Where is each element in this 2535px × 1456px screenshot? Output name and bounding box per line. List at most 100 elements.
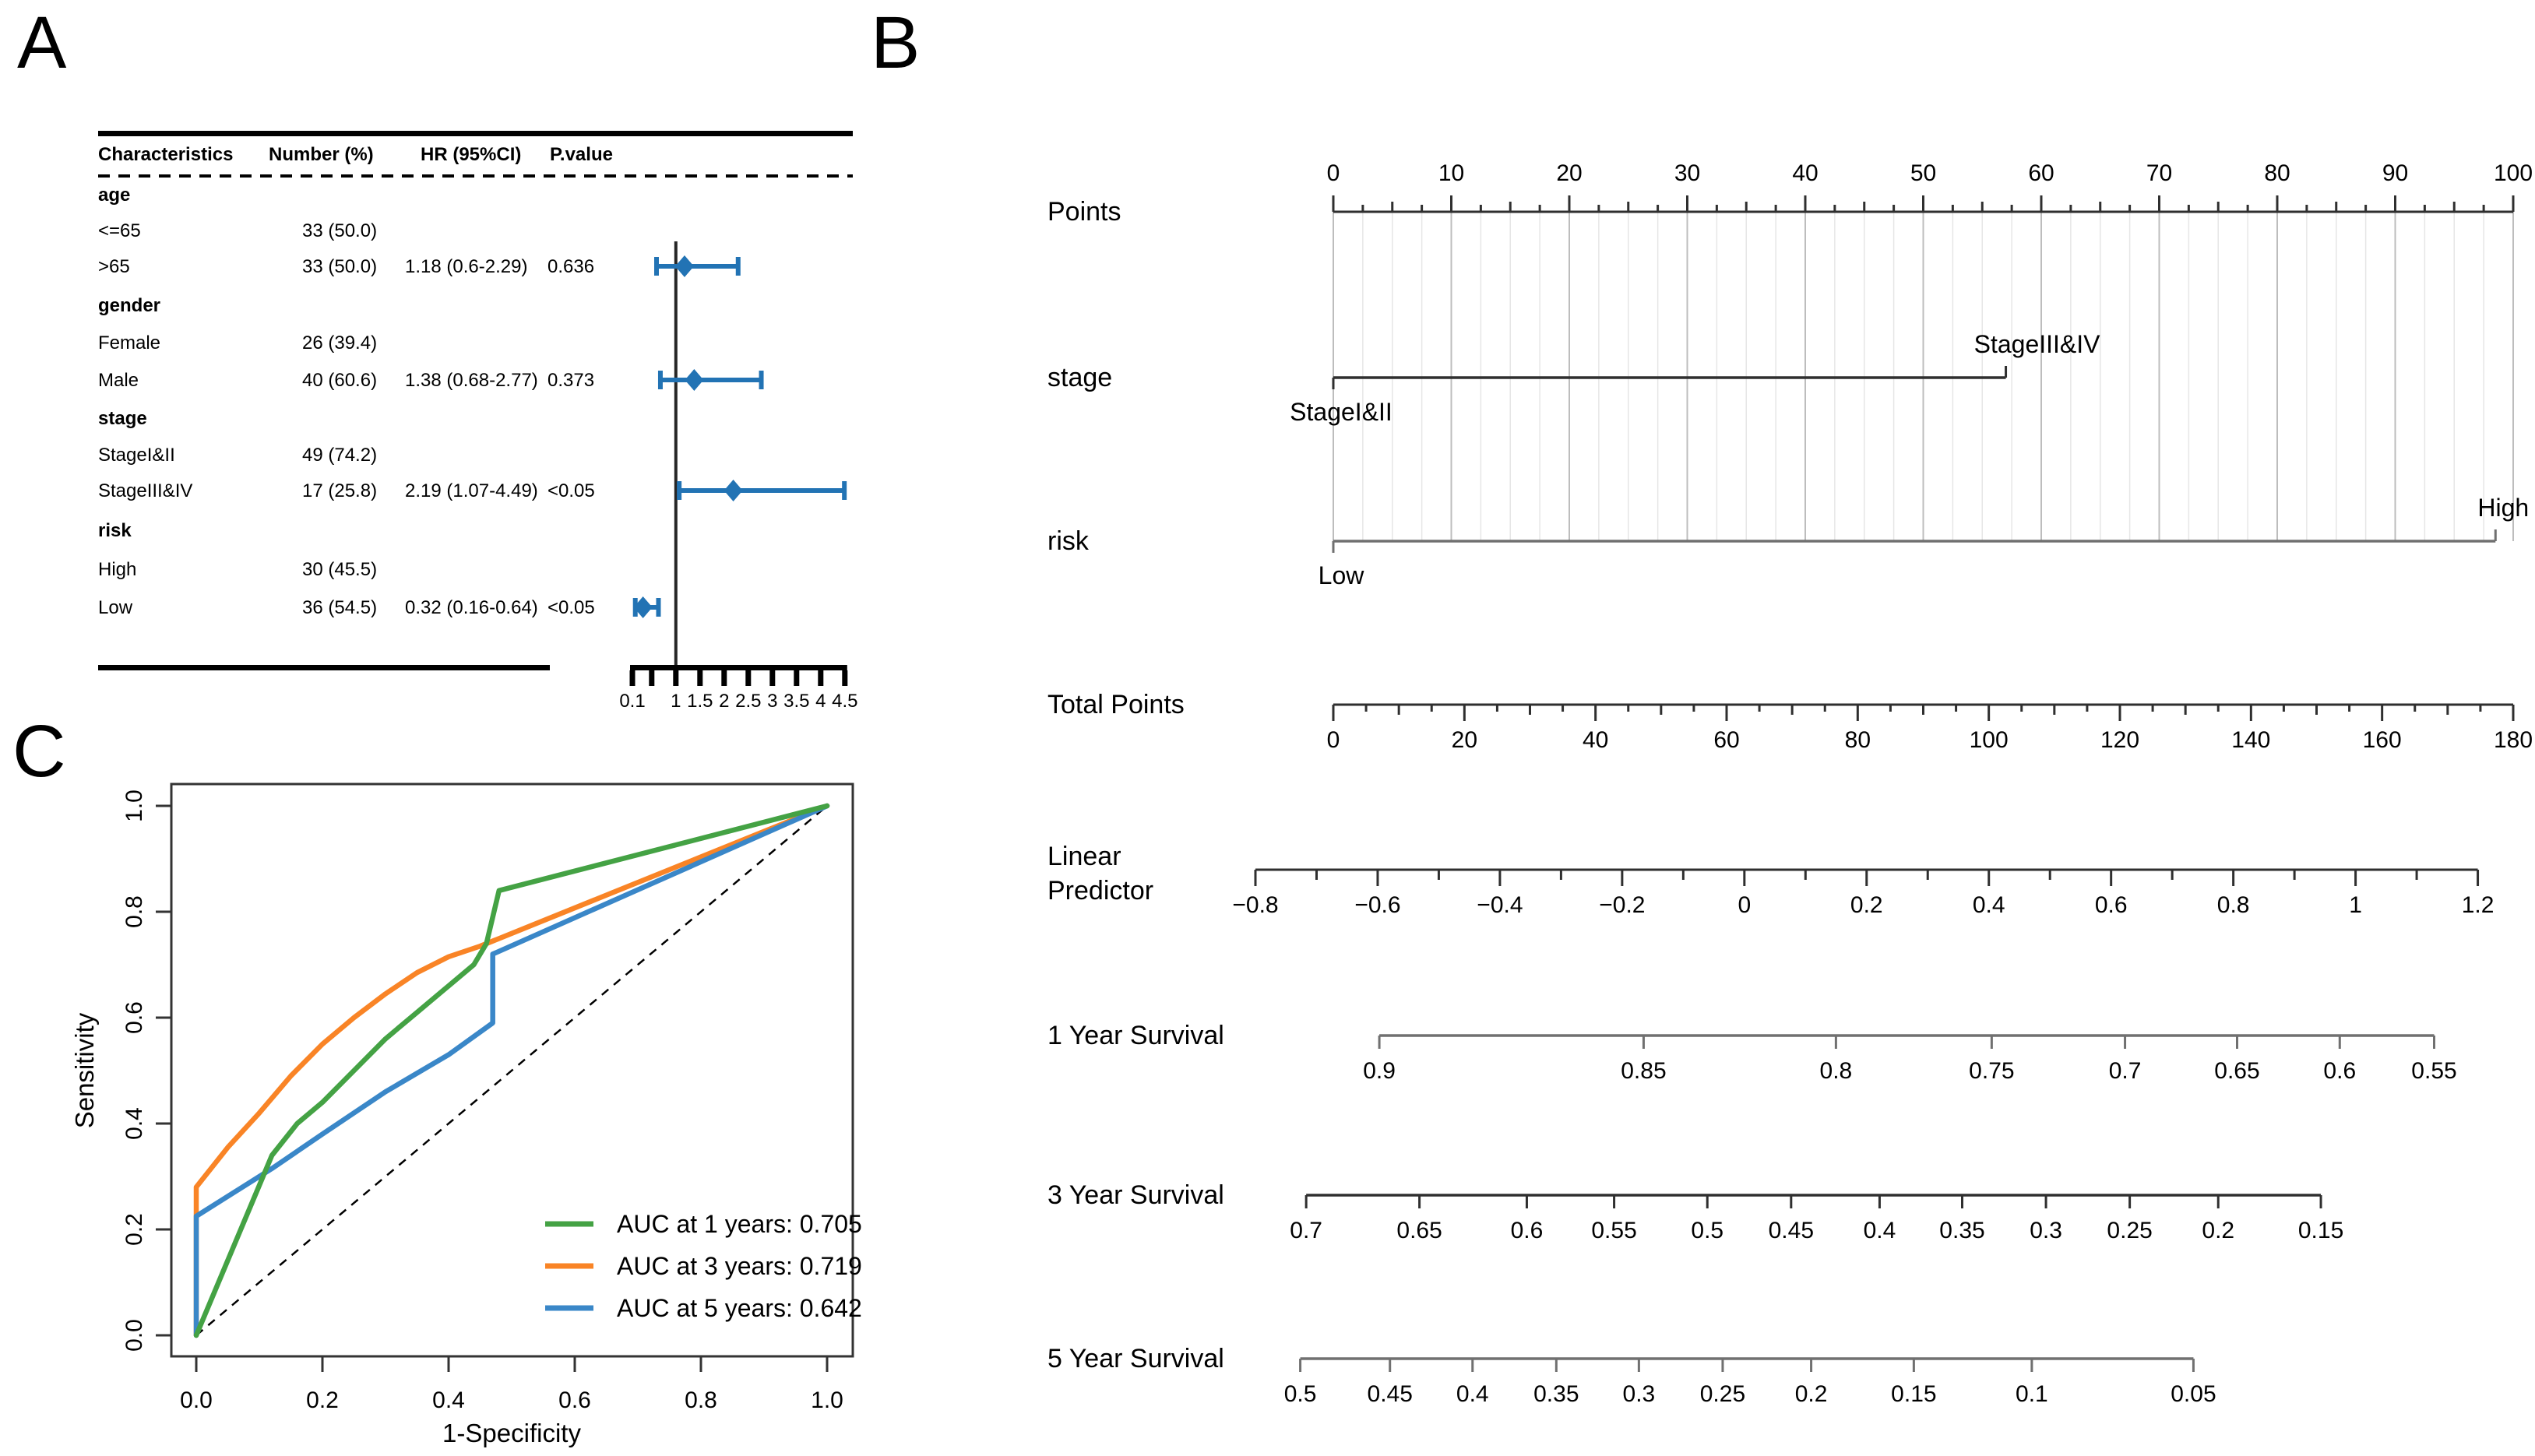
tick-label: 30 xyxy=(1674,160,1700,186)
roc-curve xyxy=(193,803,830,1338)
hr-axis-tick xyxy=(745,670,752,686)
row-number: 33 (50.0) xyxy=(302,220,377,241)
row-hr: 1.18 (0.6-2.29) xyxy=(405,256,527,277)
column-header: HR (95%CI) xyxy=(421,144,521,165)
tick-label: 90 xyxy=(2382,160,2408,186)
axis-row-label: Predictor xyxy=(1047,876,1153,906)
tick-label: 0.25 xyxy=(2107,1218,2152,1243)
tick-label: 0.4 xyxy=(1456,1381,1489,1407)
hr-axis-tick xyxy=(629,670,636,686)
tick-label: 20 xyxy=(1452,727,1477,753)
segment-end-label: StageIII&IV xyxy=(1974,330,2101,358)
axis-row-label: risk xyxy=(1047,526,1090,556)
x-axis-title: 1-Specificity xyxy=(442,1419,581,1447)
tick-label: 0.3 xyxy=(1623,1381,1656,1407)
y-tick-label: 0.6 xyxy=(121,1001,147,1034)
tick-label: 0.45 xyxy=(1769,1218,1814,1243)
y-tick-label: 0.0 xyxy=(121,1319,147,1352)
y-tick-label: 1.0 xyxy=(121,790,147,822)
tick-label: 0.9 xyxy=(1363,1058,1396,1084)
row-pvalue: <0.05 xyxy=(547,597,595,618)
column-header: Characteristics xyxy=(98,144,233,165)
tick-label: 0.7 xyxy=(2109,1058,2142,1084)
table-top-rule xyxy=(98,131,853,136)
tick-label: 0.8 xyxy=(2217,892,2250,918)
tick-label: 0.6 xyxy=(2323,1058,2356,1084)
row-label: <=65 xyxy=(98,220,141,241)
hr-diamond xyxy=(685,369,704,391)
tick-label: 0.2 xyxy=(2202,1218,2234,1243)
tick-label: 20 xyxy=(1556,160,1582,186)
panel-a-label: A xyxy=(17,2,67,84)
tick-label: 1 xyxy=(2349,892,2362,918)
tick-label: −0.2 xyxy=(1599,892,1645,918)
tick-label: 100 xyxy=(2494,160,2533,186)
tick-label: 1.2 xyxy=(2462,892,2495,918)
tick-label: 50 xyxy=(1910,160,1936,186)
axis-row-label: Total Points xyxy=(1047,690,1185,719)
segment-start-label: Low xyxy=(1319,561,1365,589)
row-number: 40 (60.6) xyxy=(302,370,377,391)
hr-axis-tick xyxy=(673,670,679,686)
tick-label: 0.7 xyxy=(1290,1218,1322,1243)
hr-axis-tick-label: 4.5 xyxy=(832,691,857,712)
legend-label: AUC at 3 years: 0.719 xyxy=(617,1252,862,1280)
hr-diamond xyxy=(633,596,653,618)
hr-axis-tick xyxy=(721,670,727,686)
tick-label: 0.6 xyxy=(2095,892,2128,918)
row-label: gender xyxy=(98,295,160,316)
tick-label: 0.5 xyxy=(1691,1218,1723,1243)
row-label: StageI&II xyxy=(98,445,175,466)
tick-label: 40 xyxy=(1583,727,1608,753)
row-pvalue: 0.636 xyxy=(547,256,594,277)
hr-diamond xyxy=(724,480,743,501)
tick-label: 0.05 xyxy=(2171,1381,2216,1407)
x-tick-label: 0.8 xyxy=(685,1387,717,1413)
row-label: age xyxy=(98,185,130,206)
hr-axis-tick-label: 3.5 xyxy=(783,691,809,712)
x-tick-label: 0.6 xyxy=(558,1387,591,1413)
tick-label: 0.55 xyxy=(2411,1058,2456,1084)
diagonal-reference-line xyxy=(195,805,828,1336)
axis-row-label: 1 Year Survival xyxy=(1047,1021,1224,1050)
plot-box xyxy=(170,783,854,1358)
hr-axis-tick-label: 2 xyxy=(719,691,729,712)
tick-label: 0.8 xyxy=(1820,1058,1853,1084)
row-label: Low xyxy=(98,597,133,618)
row-number: 33 (50.0) xyxy=(302,256,377,277)
tick-label: 0.35 xyxy=(1939,1218,1984,1243)
row-number: 30 (45.5) xyxy=(302,559,377,580)
hr-axis-tick-label: 3 xyxy=(767,691,777,712)
tick-label: 80 xyxy=(1845,727,1871,753)
tick-label: 0.65 xyxy=(1396,1218,1442,1243)
row-label: StageIII&IV xyxy=(98,480,192,501)
tick-label: 70 xyxy=(2146,160,2172,186)
hr-axis-tick xyxy=(842,670,848,686)
row-hr: 2.19 (1.07-4.49) xyxy=(405,480,538,501)
tick-label: 0.55 xyxy=(1591,1218,1636,1243)
row-number: 17 (25.8) xyxy=(302,480,377,501)
roc-curve xyxy=(193,803,830,1338)
hr-axis-tick xyxy=(794,670,800,686)
roc-curve xyxy=(193,803,830,1338)
tick-label: 120 xyxy=(2100,727,2139,753)
panel-b-label: B xyxy=(871,2,921,84)
hr-axis-tick-label: 1 xyxy=(671,691,681,712)
ci-cap-high xyxy=(735,257,741,276)
hr-diamond xyxy=(674,255,694,277)
ci-cap-high xyxy=(842,481,847,500)
tick-label: 0.5 xyxy=(1284,1381,1317,1407)
tick-label: 0.1 xyxy=(2016,1381,2048,1407)
tick-label: −0.8 xyxy=(1232,892,1278,918)
tick-label: 0.4 xyxy=(1864,1218,1896,1243)
axis-row-label: 5 Year Survival xyxy=(1047,1344,1224,1373)
table-bottom-rule xyxy=(98,665,550,670)
hr-axis-tick-label: 1.5 xyxy=(687,691,713,712)
x-tick-label: 0.2 xyxy=(306,1387,339,1413)
ci-cap-low xyxy=(657,371,663,389)
hr-axis-tick-label: 0.1 xyxy=(619,691,645,712)
row-hr: 0.32 (0.16-0.64) xyxy=(405,597,538,618)
x-tick-label: 0.4 xyxy=(432,1387,465,1413)
